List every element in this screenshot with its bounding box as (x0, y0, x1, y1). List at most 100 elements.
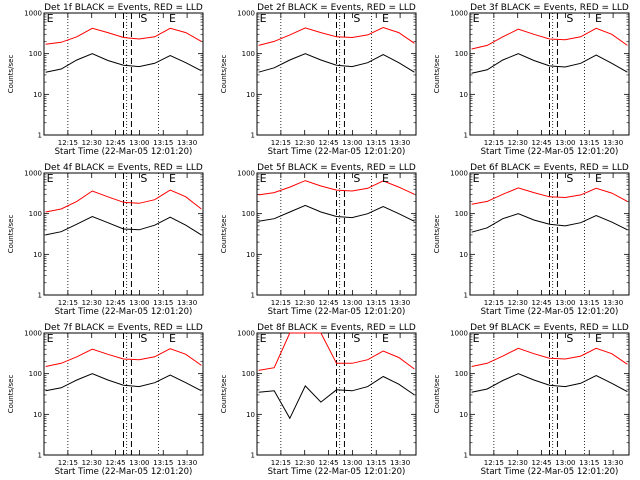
y-tick-label: 100 (455, 210, 468, 218)
x-tick-label: 13:00 (342, 299, 362, 307)
x-tick-label: 12:15 (484, 459, 504, 467)
y-tick-label: 10 (33, 251, 42, 259)
x-tick-label: 13:15 (153, 459, 173, 467)
x-tick-label: 13:00 (342, 459, 362, 467)
x-tick-label: 12:15 (484, 299, 504, 307)
events-series-line (471, 373, 628, 393)
events-series-line (45, 373, 202, 392)
x-axis-label: Start Time (22-Mar-05 12:01:20) (481, 147, 619, 157)
panel-title: Det 3f BLACK = Events, RED = LLD (470, 3, 629, 13)
x-tick-label: 13:30 (177, 139, 197, 147)
lld-series-line (258, 332, 415, 371)
y-tick-label: 100 (242, 210, 255, 218)
x-axis-label: Start Time (22-Mar-05 12:01:20) (55, 307, 193, 317)
x-tick-label: 12:45 (318, 299, 338, 307)
y-tick-label: 10 (246, 251, 255, 259)
interval-marker-label: S (140, 172, 147, 185)
y-tick-label: 1 (38, 292, 42, 300)
detector-panel-2: Det 2f BLACK = Events, RED = LLD 1 10 100 10… (220, 3, 417, 157)
panel-title: Det 9f BLACK = Events, RED = LLD (470, 323, 629, 333)
detector-panel-4: Det 4f BLACK = Events, RED = LLD 1 10 100 10… (7, 163, 204, 317)
panel-title: Det 5f BLACK = Events, RED = LLD (257, 163, 416, 173)
x-tick-label: 13:00 (555, 299, 575, 307)
x-tick-label: 13:30 (390, 299, 410, 307)
x-tick-label: 12:15 (271, 139, 291, 147)
y-tick-label: 1000 (237, 170, 255, 178)
x-tick-label: 12:30 (82, 139, 102, 147)
y-tick-label: 1000 (237, 330, 255, 338)
x-tick-label: 12:30 (508, 299, 528, 307)
lld-series-line (45, 348, 202, 367)
interval-marker-label: E (473, 12, 480, 25)
lld-series-line (45, 189, 202, 213)
y-tick-label: 10 (246, 411, 255, 419)
events-series-line (471, 53, 628, 74)
interval-marker-label: S (566, 12, 573, 25)
events-series-line (45, 215, 202, 236)
detector-panel-6: Det 6f BLACK = Events, RED = LLD 1 10 100 10… (433, 163, 630, 317)
x-tick-label: 13:00 (129, 299, 149, 307)
x-axis-label: Start Time (22-Mar-05 12:01:20) (481, 467, 619, 477)
y-tick-label: 1 (251, 452, 255, 460)
interval-marker-label: E (382, 12, 389, 25)
x-tick-label: 12:30 (295, 459, 315, 467)
y-axis-label: Counts/sec (220, 375, 228, 414)
y-tick-label: 100 (455, 50, 468, 58)
interval-marker-label: S (566, 172, 573, 185)
interval-marker-label: E (382, 172, 389, 185)
x-tick-label: 12:15 (271, 299, 291, 307)
y-tick-label: 10 (33, 91, 42, 99)
interval-marker-label: S (140, 12, 147, 25)
x-tick-label: 12:45 (318, 139, 338, 147)
interval-marker-label: E (260, 172, 267, 185)
x-tick-label: 12:30 (508, 459, 528, 467)
x-tick-label: 13:30 (390, 459, 410, 467)
panel-title: Det 1f BLACK = Events, RED = LLD (44, 3, 203, 13)
y-tick-label: 1000 (24, 170, 42, 178)
interval-marker-label: E (47, 332, 54, 345)
x-tick-label: 13:15 (579, 139, 599, 147)
interval-marker-label: E (595, 12, 602, 25)
y-tick-label: 100 (242, 370, 255, 378)
x-tick-label: 12:45 (105, 299, 125, 307)
x-tick-label: 12:15 (271, 459, 291, 467)
x-tick-label: 12:45 (318, 459, 338, 467)
x-tick-label: 12:15 (58, 299, 78, 307)
x-tick-label: 13:30 (603, 139, 623, 147)
detector-panel-1: Det 1f BLACK = Events, RED = LLD 1 10 100 10… (7, 3, 204, 157)
x-tick-label: 13:15 (153, 139, 173, 147)
y-tick-label: 1 (464, 132, 468, 140)
interval-marker-label: S (353, 332, 360, 345)
interval-marker-label: E (47, 172, 54, 185)
y-tick-label: 1000 (237, 10, 255, 18)
interval-marker-label: S (353, 12, 360, 25)
x-tick-label: 13:30 (603, 299, 623, 307)
detector-panel-3: Det 3f BLACK = Events, RED = LLD 1 10 100 10… (433, 3, 630, 157)
y-axis-label: Counts/sec (433, 55, 441, 94)
x-tick-label: 12:45 (105, 139, 125, 147)
lld-series-line (258, 180, 415, 196)
y-axis-label: Counts/sec (220, 215, 228, 254)
interval-marker-label: E (382, 332, 389, 345)
y-tick-label: 100 (29, 50, 42, 58)
x-tick-label: 12:45 (531, 139, 551, 147)
events-series-line (258, 53, 415, 73)
x-axis-label: Start Time (22-Mar-05 12:01:20) (55, 147, 193, 157)
panel-title: Det 6f BLACK = Events, RED = LLD (470, 163, 629, 173)
x-tick-label: 13:15 (579, 299, 599, 307)
interval-marker-label: E (260, 12, 267, 25)
x-axis-label: Start Time (22-Mar-05 12:01:20) (268, 307, 406, 317)
y-tick-label: 10 (459, 411, 468, 419)
interval-marker-label: E (47, 12, 54, 25)
y-tick-label: 100 (455, 370, 468, 378)
y-tick-label: 1 (251, 132, 255, 140)
y-tick-label: 100 (242, 50, 255, 58)
x-tick-label: 13:00 (555, 139, 575, 147)
interval-marker-label: E (169, 332, 176, 345)
x-tick-label: 13:30 (603, 459, 623, 467)
x-tick-label: 13:00 (555, 459, 575, 467)
interval-marker-label: E (473, 172, 480, 185)
y-axis-label: Counts/sec (7, 375, 15, 414)
x-tick-label: 12:15 (58, 139, 78, 147)
y-tick-label: 1 (251, 292, 255, 300)
